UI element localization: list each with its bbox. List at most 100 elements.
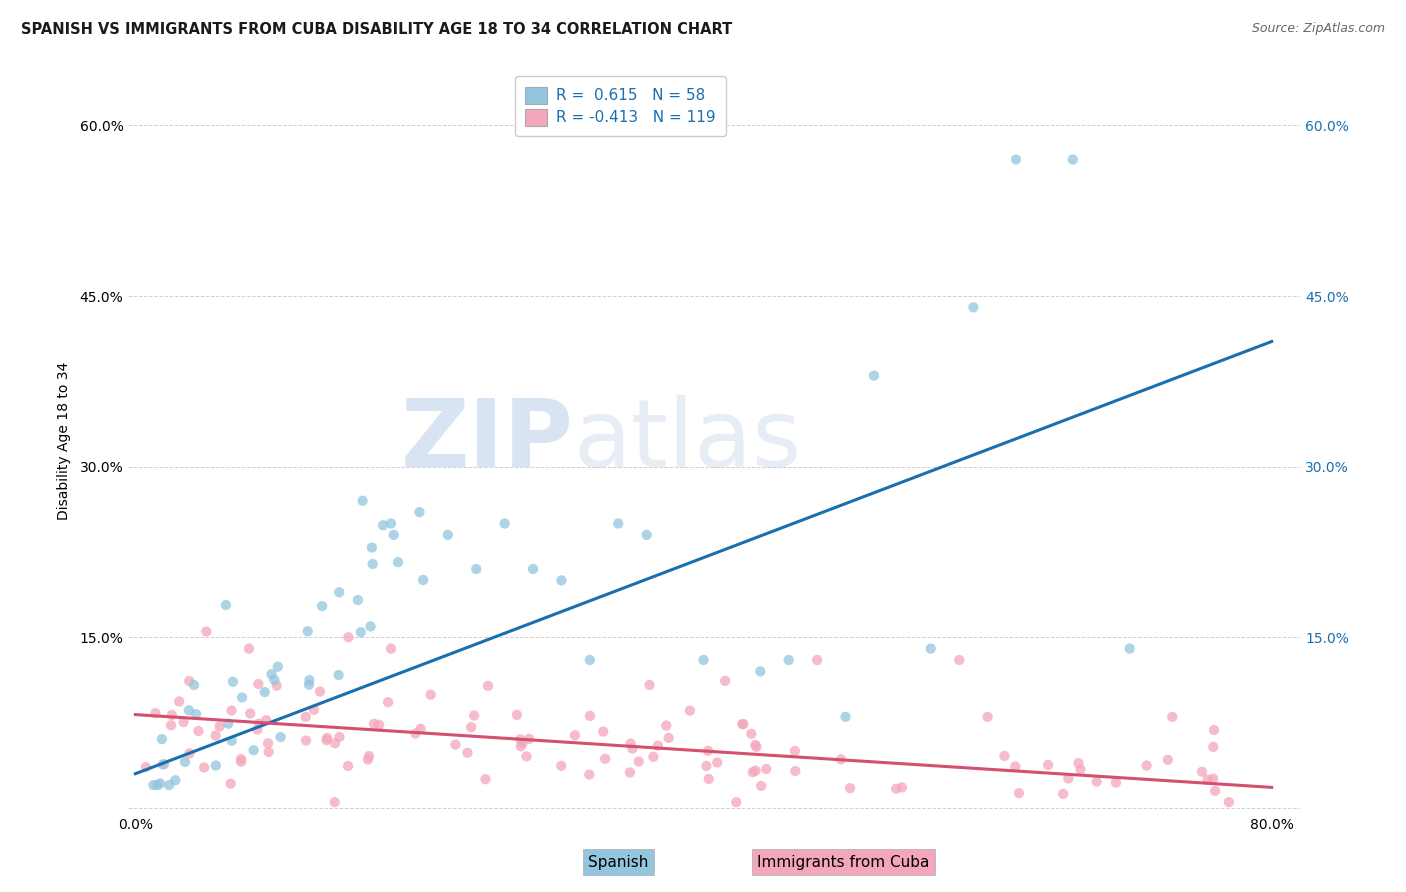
Point bbox=[834, 710, 856, 724]
Text: SPANISH VS IMMIGRANTS FROM CUBA DISABILITY AGE 18 TO 34 CORRELATION CHART: SPANISH VS IMMIGRANTS FROM CUBA DISABILI… bbox=[21, 22, 733, 37]
Point bbox=[257, 736, 280, 750]
Point bbox=[380, 516, 402, 531]
Point bbox=[1161, 710, 1184, 724]
Point bbox=[363, 716, 385, 731]
Point bbox=[316, 731, 339, 745]
Point bbox=[731, 717, 754, 731]
Point bbox=[1067, 756, 1090, 771]
Point bbox=[621, 741, 644, 756]
Point bbox=[679, 704, 702, 718]
Point bbox=[323, 736, 346, 750]
Point bbox=[350, 625, 373, 640]
Point bbox=[167, 694, 190, 708]
Point bbox=[745, 739, 768, 754]
Point bbox=[221, 733, 243, 747]
Point bbox=[655, 718, 678, 732]
Point bbox=[1202, 739, 1225, 754]
Point bbox=[360, 541, 382, 555]
Point bbox=[783, 744, 806, 758]
Point bbox=[785, 764, 807, 778]
Point bbox=[1005, 153, 1028, 167]
Point bbox=[184, 707, 207, 722]
Point bbox=[380, 641, 402, 656]
Point bbox=[187, 724, 209, 739]
Point bbox=[229, 752, 252, 766]
Point bbox=[257, 745, 280, 759]
Point bbox=[619, 765, 641, 780]
Point bbox=[263, 673, 285, 687]
Point bbox=[839, 781, 862, 796]
Point bbox=[204, 729, 226, 743]
Point bbox=[1157, 753, 1180, 767]
Point bbox=[579, 653, 602, 667]
Point bbox=[1204, 784, 1226, 798]
Point bbox=[706, 756, 728, 770]
Point bbox=[494, 516, 516, 531]
Point bbox=[193, 760, 215, 774]
Point bbox=[627, 755, 650, 769]
Point bbox=[183, 678, 205, 692]
Point bbox=[550, 574, 572, 588]
Point bbox=[564, 728, 586, 742]
Point bbox=[298, 678, 321, 692]
Point bbox=[1202, 723, 1225, 737]
Point bbox=[357, 753, 380, 767]
Point bbox=[360, 619, 382, 633]
Point bbox=[744, 764, 766, 778]
Point bbox=[636, 528, 658, 542]
Point bbox=[145, 706, 167, 721]
Point bbox=[993, 748, 1015, 763]
Point bbox=[377, 695, 399, 709]
Point bbox=[297, 624, 319, 639]
Point bbox=[733, 717, 755, 731]
Point bbox=[619, 737, 641, 751]
Point bbox=[714, 673, 737, 688]
Point bbox=[692, 653, 714, 667]
Point bbox=[697, 772, 720, 786]
Point bbox=[830, 752, 852, 766]
Point bbox=[142, 778, 165, 792]
Point bbox=[477, 679, 499, 693]
Point bbox=[149, 776, 172, 790]
Point bbox=[337, 630, 360, 644]
Point bbox=[195, 624, 218, 639]
Point bbox=[295, 733, 318, 747]
Point bbox=[740, 727, 762, 741]
Point bbox=[150, 732, 173, 747]
Point bbox=[361, 557, 384, 571]
Point bbox=[1062, 153, 1084, 167]
Point bbox=[260, 667, 283, 681]
Point bbox=[456, 746, 478, 760]
Point bbox=[179, 747, 201, 761]
Point bbox=[1085, 774, 1108, 789]
Point bbox=[697, 744, 720, 758]
Point bbox=[460, 720, 482, 734]
Point bbox=[247, 677, 270, 691]
Point bbox=[1118, 641, 1140, 656]
Point bbox=[741, 765, 763, 780]
Point bbox=[419, 688, 441, 702]
Point bbox=[204, 758, 226, 772]
Point bbox=[778, 653, 800, 667]
Point bbox=[160, 718, 183, 732]
Point bbox=[135, 760, 157, 774]
Point bbox=[437, 528, 460, 542]
Point bbox=[238, 641, 260, 656]
Point bbox=[744, 738, 766, 752]
Point bbox=[215, 598, 238, 612]
Point bbox=[177, 703, 200, 717]
Point bbox=[509, 732, 531, 747]
Point bbox=[152, 757, 174, 772]
Point bbox=[266, 679, 288, 693]
Point bbox=[298, 673, 321, 687]
Point bbox=[465, 562, 488, 576]
Point bbox=[517, 731, 540, 746]
Point bbox=[1218, 795, 1240, 809]
Point bbox=[270, 730, 292, 744]
Point bbox=[550, 759, 572, 773]
Point bbox=[246, 723, 269, 737]
Point bbox=[173, 715, 195, 730]
Point bbox=[643, 749, 665, 764]
Point bbox=[412, 573, 434, 587]
Point bbox=[1036, 758, 1059, 772]
